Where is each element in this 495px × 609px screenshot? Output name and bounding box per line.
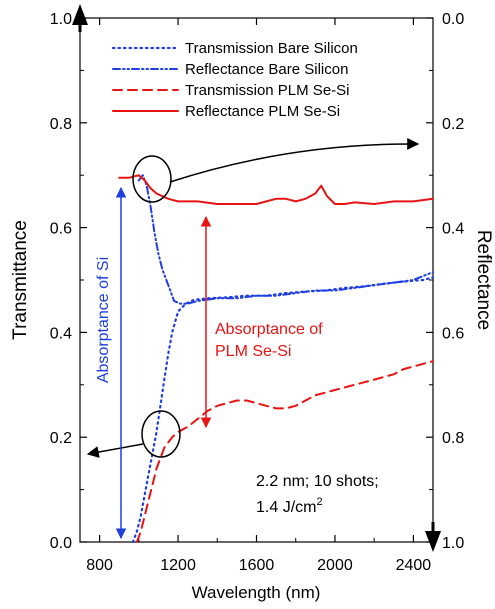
y-axis-right-title: Reflectance xyxy=(473,230,494,330)
x-axis-title: Wavelength (nm) xyxy=(192,583,321,602)
conditions-line2-superscript: 2 xyxy=(316,496,322,508)
right-axis-arrow-icon xyxy=(425,531,441,552)
legend-label: Transmission PLM Se-Si xyxy=(185,82,350,99)
legend-label: Reflectance Bare Silicon xyxy=(185,61,348,78)
y-right-tick-label: 0.0 xyxy=(442,11,464,28)
y-right-tick-label: 1.0 xyxy=(442,535,464,552)
legend: Transmission Bare Silicon Reflectance Bar… xyxy=(111,40,358,120)
left-axis-arrow-stem xyxy=(78,22,82,32)
legend-label: Transmission Bare Silicon xyxy=(185,40,358,57)
series-line-transmission-plm-se-si xyxy=(135,360,434,543)
legend-label: Reflectance PLM Se-Si xyxy=(185,103,340,120)
arrow-to-reflectance-axis xyxy=(169,137,420,183)
conditions-line2-text: 1.4 J/cm xyxy=(256,499,316,516)
y-left-tick-label: 0.0 xyxy=(50,535,72,552)
x-tick-label: 1600 xyxy=(239,557,275,574)
y-left-tick-label: 0.4 xyxy=(50,325,72,342)
y-right-tick-label: 0.2 xyxy=(442,116,464,133)
y-left-tick-label: 0.2 xyxy=(50,430,72,447)
y-right-tick-label: 0.6 xyxy=(442,325,464,342)
highlight-circle-reflectance xyxy=(132,155,172,203)
x-tick-label: 2000 xyxy=(317,557,353,574)
y-right-tick-label: 0.4 xyxy=(442,221,464,238)
axis-ticks: 800 1200 1600 2000 2400 0.0 0.2 0.4 0.6 0.8 1.0 0.0… xyxy=(50,11,465,574)
left-axis-arrow-icon xyxy=(72,4,88,25)
x-tick-label: 2400 xyxy=(396,557,432,574)
right-axis-arrow-stem xyxy=(431,522,435,532)
arrow-to-transmittance-axis xyxy=(86,443,144,458)
y-right-tick-label: 0.8 xyxy=(442,430,464,447)
y-left-tick-label: 1.0 xyxy=(50,11,72,28)
absorptance-si-label: Absorptance of Si xyxy=(95,257,112,383)
absorptance-plm-label-line1: Absorptance of xyxy=(215,321,323,338)
absorptance-plm-label-line2: PLM Se-Si xyxy=(215,343,291,360)
y-axis-left-title: Transmittance xyxy=(10,220,31,340)
conditions-line1: 2.2 nm; 10 shots; xyxy=(256,473,379,490)
highlight-circle-transmission xyxy=(141,410,181,458)
x-tick-label: 800 xyxy=(86,557,113,574)
conditions-line2: 1.4 J/cm2 xyxy=(256,496,323,516)
series-line-reflectance-bare-silicon xyxy=(137,174,434,305)
y-left-tick-label: 0.6 xyxy=(50,221,72,238)
y-left-tick-label: 0.8 xyxy=(50,116,72,133)
series-line-reflectance-plm-se-si xyxy=(118,174,434,205)
x-tick-label: 1200 xyxy=(160,557,196,574)
